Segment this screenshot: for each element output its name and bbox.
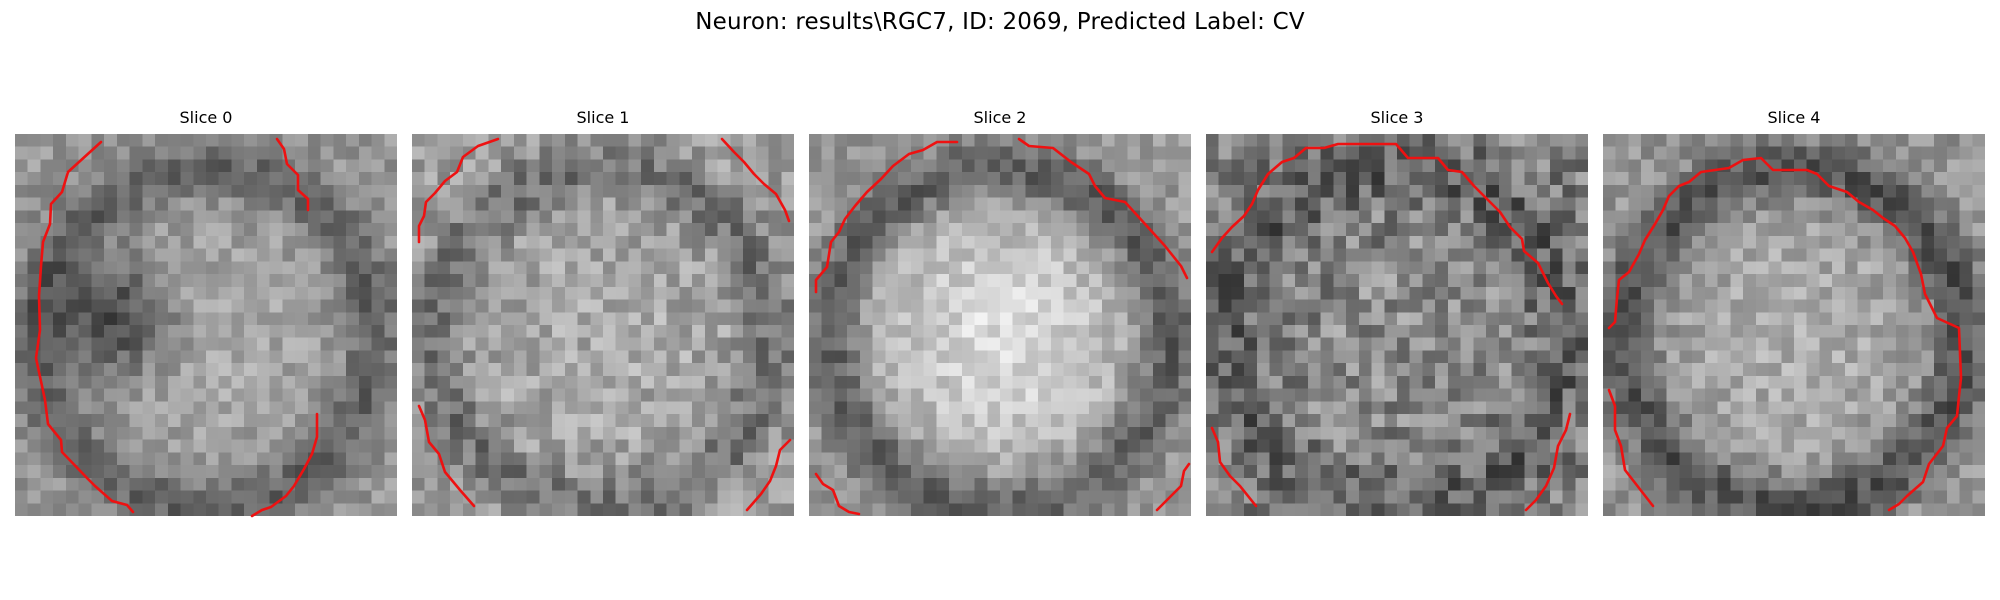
slice-title: Slice 4 [1767,108,1821,127]
slice-title: Slice 3 [1370,108,1424,127]
contour-line [814,140,959,294]
slice-panel-2: Slice 2 [809,108,1191,518]
contour-overlay [34,137,319,518]
contour-line [417,404,476,508]
slice-image [1206,134,1588,516]
contour-line [1017,137,1189,280]
contour-line [1210,426,1258,508]
contour-line [275,137,310,212]
contour-overlay [1210,142,1572,512]
figure-title: Neuron: results\RGC7, ID: 2069, Predicte… [695,9,1305,35]
contour-line [1524,412,1572,512]
slice-panel-0: Slice 0 [15,108,397,518]
contour-overlay [417,137,792,512]
slice-image [15,134,397,516]
contour-line [720,137,791,223]
slice-panel-3: Slice 3 [1206,108,1588,518]
contour-overlay [1607,156,1963,512]
slice-title: Slice 1 [576,108,630,127]
contour-line [1210,142,1564,306]
slice-image [809,134,1191,516]
slice-title: Slice 2 [973,108,1027,127]
slice-panel-4: Slice 4 [1603,108,1985,518]
contour-line [1155,462,1191,512]
slice-image [412,134,794,516]
slice-panel-1: Slice 1 [412,108,794,518]
contour-line [417,137,500,244]
contour-line [1607,388,1655,508]
slice-image [1603,134,1985,516]
contour-line [34,140,135,514]
contour-line [745,438,792,512]
slice-title: Slice 0 [179,108,233,127]
contour-line [814,472,861,516]
contour-line [1607,156,1963,512]
contour-overlay [814,137,1191,516]
contour-line [250,412,319,518]
